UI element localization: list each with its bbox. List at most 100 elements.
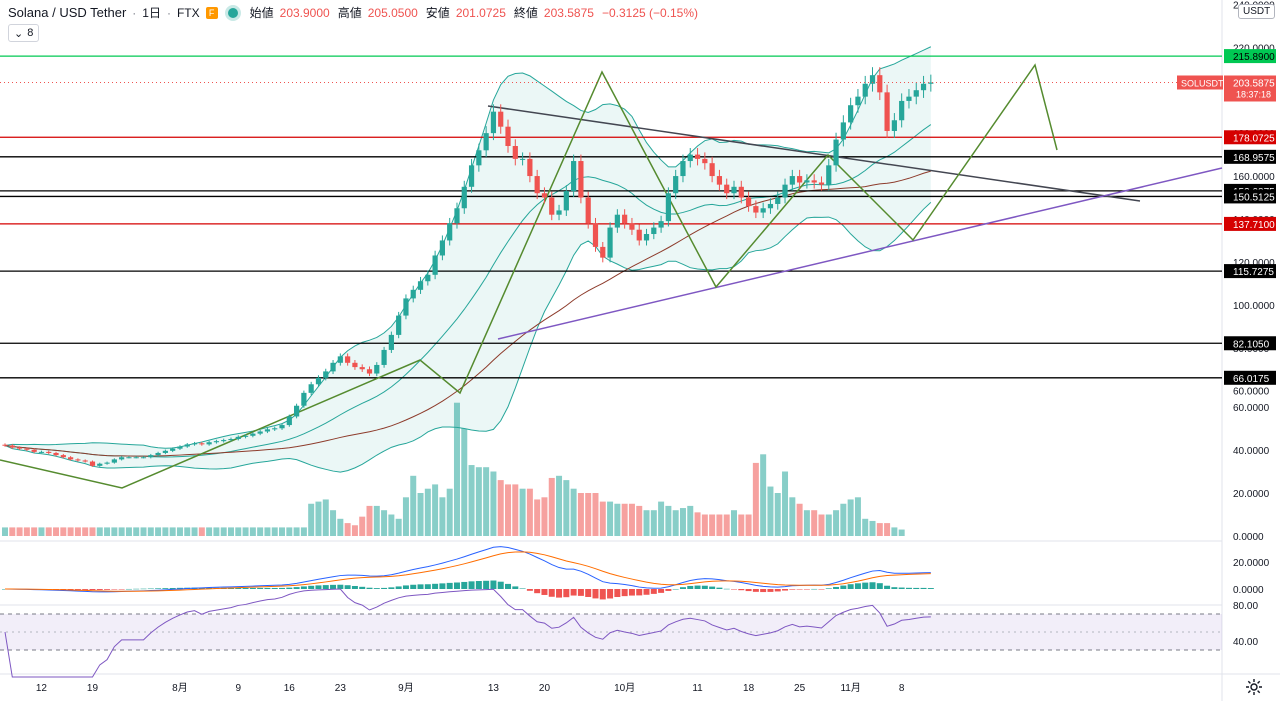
macd-histogram-bar (505, 583, 512, 589)
interval-label[interactable]: 1日 (142, 6, 161, 20)
candle (512, 146, 518, 159)
candle (563, 191, 569, 211)
macd-histogram-bar (351, 585, 358, 589)
volume-bar (774, 493, 781, 536)
macd-histogram-bar (96, 589, 103, 590)
candle (490, 111, 497, 134)
macd-histogram-bar (242, 587, 249, 589)
macd-histogram-bar (920, 587, 927, 589)
x-tick-label: 18 (743, 683, 755, 694)
macd-histogram-bar (665, 589, 672, 591)
volume-bar (796, 503, 803, 536)
candle (673, 176, 679, 194)
macd-histogram-bar (337, 584, 344, 589)
candle (556, 210, 562, 215)
volume-bar (526, 488, 533, 536)
macd-histogram-bar (774, 589, 781, 592)
volume-bar (381, 510, 388, 536)
last-price-value: 203.5875 (1233, 78, 1275, 89)
volume-bar (162, 527, 169, 536)
macd-histogram-bar (541, 589, 548, 595)
volume-bar (191, 527, 198, 536)
x-tick-label: 11 (692, 683, 703, 694)
macd-histogram-bar (330, 584, 337, 589)
macd-histogram-bar (395, 586, 402, 589)
chevron-down-icon: ⌄ (14, 27, 24, 40)
volume-bar (607, 501, 614, 536)
currency-badge[interactable]: USDT (1238, 4, 1276, 19)
volume-axis-label: 20.0000 (1233, 489, 1270, 500)
market-status-icon[interactable] (227, 7, 238, 18)
macd-histogram-bar (293, 587, 300, 589)
macd-histogram-bar (679, 587, 686, 589)
level-label: 115.7275 (1233, 267, 1274, 278)
zigzag-pattern-line (0, 63, 1058, 489)
volume-bar (432, 484, 439, 536)
x-tick-label: 10月 (614, 682, 635, 694)
macd-histogram-bar (133, 588, 140, 590)
countdown-timer: 18:37:18 (1236, 89, 1271, 99)
macd-histogram-bar (760, 589, 767, 593)
volume-bar (475, 467, 482, 536)
candle (840, 122, 846, 140)
macd-histogram-bar (782, 589, 789, 591)
volume-bar (461, 428, 468, 536)
indicators-toggle-button[interactable]: ⌄ 8 (8, 24, 40, 42)
candle (264, 429, 271, 432)
macd-histogram-bar (803, 589, 810, 590)
macd-histogram-bar (446, 582, 453, 589)
macd-histogram-bar (512, 586, 519, 589)
volume-bar (818, 514, 825, 536)
macd-histogram-bar (453, 582, 460, 589)
volume-bar (636, 505, 643, 536)
candle (461, 186, 467, 209)
candle (170, 448, 176, 451)
macd-histogram-bar (767, 589, 774, 592)
candle (352, 362, 358, 368)
candle (2, 444, 8, 446)
bollinger-basis-line (4, 124, 932, 458)
macd-histogram-bar (140, 588, 147, 590)
candle (366, 369, 373, 374)
rsi-line (4, 588, 931, 678)
candle (111, 459, 117, 463)
volume-bar (140, 527, 147, 536)
candle (709, 163, 715, 177)
candle (782, 184, 788, 198)
x-tick-label: 12 (36, 683, 48, 694)
symbol-title[interactable]: Solana / USD Tether (8, 5, 127, 20)
level-label-bg (1224, 189, 1276, 204)
candle (680, 161, 686, 177)
candle (388, 334, 394, 350)
candle (665, 193, 671, 222)
volume-bar (2, 527, 8, 536)
candle (75, 459, 81, 461)
gear-icon[interactable] (1244, 677, 1264, 697)
candle (797, 176, 803, 183)
volume-bar (621, 503, 628, 536)
candle (330, 362, 336, 372)
x-tick-label: 8 (899, 683, 905, 694)
macd-histogram-bar (104, 589, 111, 590)
volume-bar (155, 527, 162, 536)
candle (323, 371, 329, 378)
volume-bar (840, 503, 847, 536)
volume-bar (235, 527, 242, 536)
candle (804, 180, 810, 183)
volume-bar (89, 527, 96, 536)
candle (24, 448, 30, 450)
candle (417, 281, 424, 290)
macd-line (4, 546, 931, 593)
candle (425, 274, 431, 282)
volume-bar (220, 527, 227, 536)
candle (629, 223, 635, 230)
volume-bar (752, 462, 759, 536)
volume-bar (147, 527, 154, 536)
candle (148, 455, 154, 458)
volume-bar (271, 527, 278, 536)
macd-histogram-bar (198, 587, 205, 589)
volume-bar (359, 516, 366, 536)
macd-histogram-bar (614, 589, 621, 598)
candle (884, 92, 890, 131)
